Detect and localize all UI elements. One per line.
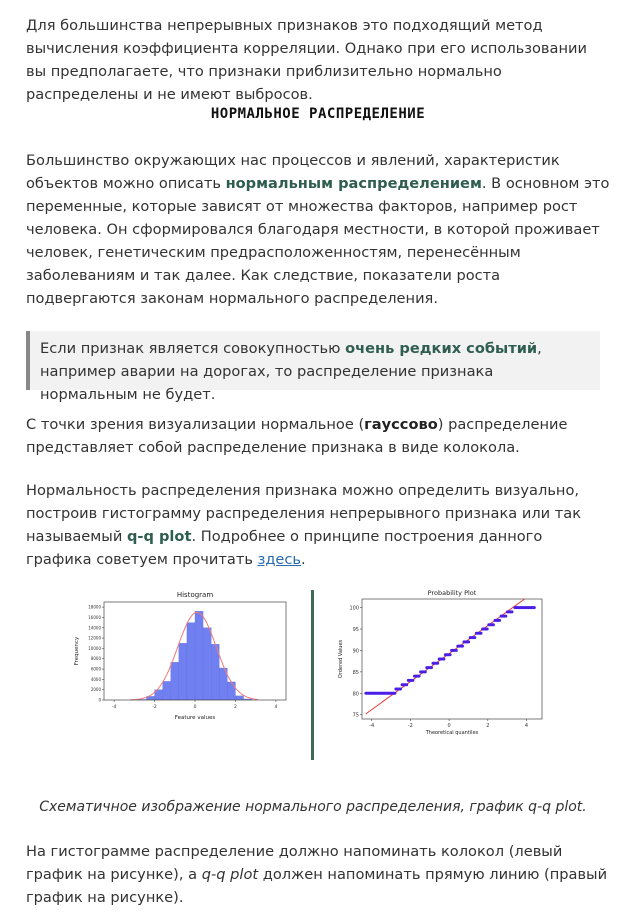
y-tick-label: 2000 [91,687,102,692]
x-tick-label: 4 [274,704,277,710]
gaussian-paragraph: С точки зрения визуализации нормальное (… [26,413,611,459]
text: Большинство окружающих нас процессов и я… [26,152,560,192]
figure-divider [311,590,314,760]
x-tick-label: 0 [448,723,451,729]
histogram-chart: Histogram -4 -2 0 2 4 0 2000 4000 6000 8000 10000 12… [74,591,287,721]
here-link[interactable]: здесь [257,551,302,568]
text: должен напоминать прямую линию (правый г… [26,866,608,906]
intro-paragraph: Для большинства непрерывных признаков эт… [26,17,587,103]
text: . Подробнее о принципе построения данног… [26,528,543,568]
text: ) распределение представляет собой распр… [26,416,568,456]
qq-point [498,618,502,622]
qq-point [485,627,489,631]
y-tick-label: 14000 [88,625,101,630]
y-tick-label: 95 [353,627,359,633]
qq-point [473,636,477,640]
chart-title: Histogram [177,591,213,599]
y-tick-label: 4000 [91,677,102,682]
density-curve [130,611,258,701]
y-tick-label: 90 [353,648,359,654]
x-tick-label: 2 [486,723,489,729]
histogram-bar [194,611,204,701]
histogram-bar [202,627,212,701]
y-axis-label: Ordered Values [338,639,344,678]
y-tick-label: 0 [98,698,101,703]
qq-point [454,648,458,652]
chart-title: Probability Plot [428,589,477,597]
qq-point [399,687,402,691]
qq-point [436,661,440,665]
y-axis-label: Frequency [74,636,80,665]
text: , например аварии на дорогах, то распред… [40,340,542,403]
normal-distribution-paragraph: Большинство окружающих нас процессов и я… [26,149,611,310]
y-tick-label: 16000 [88,615,101,620]
qq-point [467,640,471,644]
x-tick-label: 0 [194,704,197,710]
x-axis-label: Theoretical quantiles [425,730,479,736]
qq-point [532,606,536,610]
qq-point [510,610,514,614]
text: . [301,551,306,568]
y-tick-label: 6000 [91,667,102,672]
x-tick-label: -4 [112,704,117,710]
quote-text: Если признак является совокупностью очен… [40,337,595,406]
qq-point [405,683,409,687]
x-tick-label: -2 [152,704,157,710]
text: С точки зрения визуализации нормальное ( [26,416,365,433]
histogram-bar [178,643,188,701]
blockquote: Если признак является совокупностью очен… [26,331,600,403]
qq-point [411,678,415,682]
qq-point [393,691,397,695]
x-axis-label: Feature values [175,715,216,721]
text: . В основном это переменные, которые зав… [26,175,610,307]
x-tick-label: 4 [525,723,528,729]
histogram-bar [186,622,196,701]
y-tick-label: 8000 [91,656,102,661]
plot-frame [361,598,543,720]
y-tick-label: 18000 [88,605,101,610]
x-tick-label: -4 [369,723,374,729]
qq-point [417,674,421,678]
y-tick-label: 100 [349,606,359,612]
qq-paragraph: Нормальность распределения признака можн… [26,479,611,571]
conclusion-paragraph: На гистограмме распределение должно напо… [26,840,611,909]
y-tick-label: 10000 [88,646,101,651]
text: На гистограмме распределение должно напо… [26,843,563,883]
text: Если признак является совокупностью [40,340,346,357]
bold-term: нормальным распределением [225,175,482,192]
y-tick-label: 12000 [88,636,101,641]
bold-term: очень редких событий [345,340,538,357]
italic-term: q-q plot [201,866,259,883]
histogram-bar [170,662,179,701]
section-heading: НОРМАЛЬНОЕ РАСПРЕДЕЛЕНИЕ [210,106,426,122]
qq-point [461,644,464,648]
bold-term: q-q plot [126,528,192,545]
figure-caption: Схематичное изображение нормального расп… [39,799,587,815]
qq-point [423,670,427,674]
y-tick-label: 85 [353,670,359,676]
text: Нормальность распределения признака можн… [26,482,582,545]
probability-plot-chart: Probability Plot -4 -2 0 2 4 75 80 85 90 95 100 Theo… [338,589,543,736]
histogram-bar [162,681,171,701]
qq-point [491,623,495,627]
x-tick-label: 2 [234,704,237,710]
histogram-bar [235,695,244,701]
y-tick-label: 80 [353,691,359,697]
qq-point [479,631,483,635]
qq-point [448,653,452,657]
histogram-bar [227,681,236,701]
qq-point [504,614,508,618]
qq-point [442,657,446,661]
bold-term: гауссово [364,416,438,433]
qq-point [430,666,433,670]
x-tick-label: -2 [408,723,413,729]
y-tick-label: 75 [353,713,359,719]
